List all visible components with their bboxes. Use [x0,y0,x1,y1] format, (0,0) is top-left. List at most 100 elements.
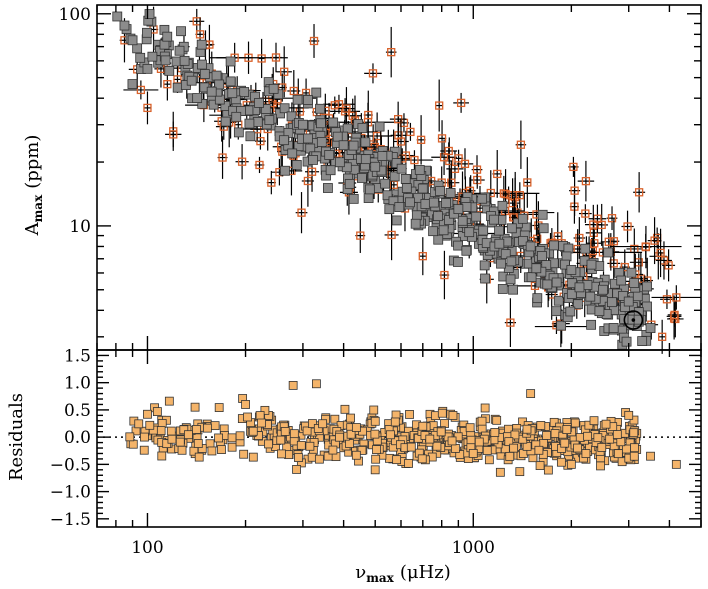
residual-point [492,415,502,425]
gray-point [586,259,597,270]
gray-point [344,178,355,189]
gray-point [445,188,456,198]
residual-point [432,441,442,451]
orange-point-data [266,170,276,195]
gray-point [245,131,256,142]
residual-point [490,428,500,437]
gray-point [315,118,326,129]
gray-point [621,336,632,347]
residual-point [534,445,544,455]
residual-point [543,465,553,475]
gray-point [172,82,183,93]
gray-point [526,272,537,283]
residual-point [510,430,520,440]
gray-point [264,115,275,126]
gray-point [457,215,468,226]
residual-point [248,426,258,436]
residuals-axis-ticks [96,350,702,527]
gray-point-data [623,296,634,307]
residual-point [597,443,607,452]
orange-point [471,155,483,185]
gray-point [629,278,640,288]
orange-point [254,156,265,174]
residual-point [292,465,301,474]
gray-point [461,245,472,256]
gray-point [292,94,303,105]
gray-point [260,104,271,114]
gray-point [560,259,570,270]
orange-point [656,228,665,278]
orange-point [633,172,646,213]
residual-y-tick-label: −0.5 [50,455,91,475]
x-tick-label: 1000 [452,538,495,558]
residual-point [593,433,603,443]
amax-axis-unit: (ppm) [22,135,43,189]
x-axis-symbol: ν [355,562,366,583]
residual-point [370,429,380,439]
residual-point [227,442,237,452]
orange-point [276,46,292,98]
orange-point [431,139,457,175]
residual-point [583,431,592,441]
residual-point [584,420,594,430]
residual-point [570,418,580,428]
amax-y-tick-label: 10 [69,217,91,237]
gray-point [389,171,400,182]
gray-point [324,150,335,160]
gray-point [551,277,562,288]
gray-point [391,158,402,168]
residual-point [550,429,560,438]
gray-point [537,209,548,220]
gray-point [518,235,528,246]
gray-point [461,202,472,212]
residual-point-data [241,400,250,409]
gray-point [438,225,449,236]
residual-point [465,423,475,433]
gray-point [311,87,322,98]
residual-point [504,437,514,447]
gray-point [233,127,244,138]
amax-y-tick-label: 100 [59,5,91,25]
gray-point [580,243,591,254]
residual-point [406,442,416,452]
residual-y-tick-label: −1.5 [50,510,91,530]
gray-point [211,70,222,81]
residual-point [318,419,328,429]
residual-point [612,430,622,439]
orange-point [364,63,382,84]
amax-axis-ticks [96,5,702,350]
residual-point [128,439,138,449]
gray-point [517,213,528,224]
gray-point [176,26,186,37]
gray-point [174,45,185,56]
gray-point [594,306,605,317]
gray-point [197,59,207,70]
residual-point [474,437,484,447]
residual-point-data [566,459,576,469]
gray-point [227,88,238,99]
residual-point [436,427,446,437]
residual-point [152,407,162,416]
residual-point [134,419,144,429]
residual-point [425,434,435,444]
gray-point-data [162,31,173,42]
gray-point-data [338,140,349,151]
gray-point [477,193,488,204]
gray-point [342,123,353,134]
residual-point [248,452,258,462]
orange-point [578,204,592,223]
residual-point-data [288,380,298,390]
gray-point [585,291,596,302]
gray-point [428,226,438,237]
residual-point [522,424,532,434]
residual-point [404,458,413,468]
residual-point [549,417,559,427]
gray-point [414,165,425,175]
residual-point-data [526,389,536,398]
residual-point [192,425,201,434]
gray-point-data [119,20,130,31]
residual-point [255,411,265,420]
gray-point [144,9,155,19]
gray-point-data [142,63,153,74]
orange-point [584,204,602,245]
